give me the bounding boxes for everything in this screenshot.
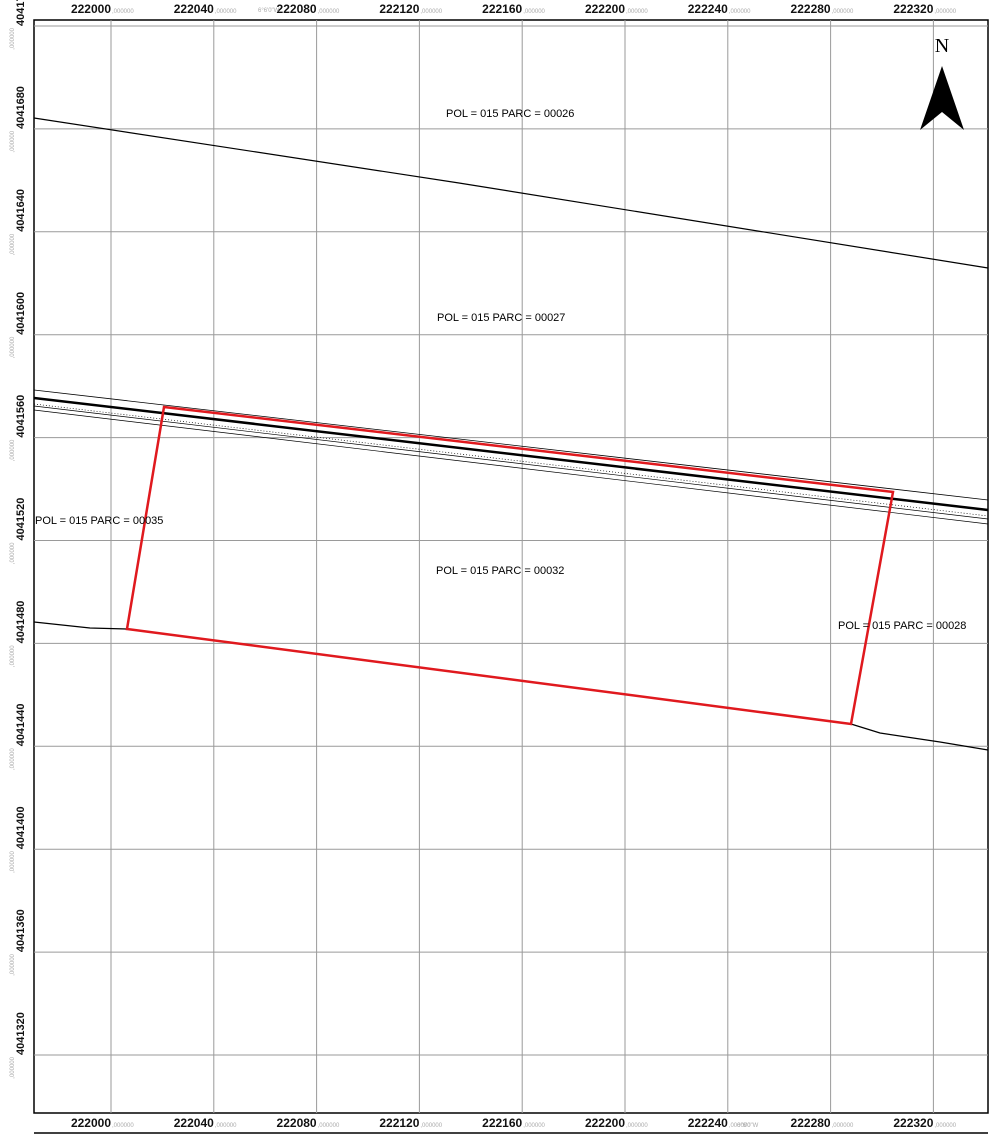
bottom-tick-decimals: ,000000	[112, 1123, 134, 1129]
bottom-tick-decimals: ,000000	[626, 1123, 648, 1129]
left-tick-group: 4041720,000000	[10, 0, 27, 50]
bottom-tick-label: 222200	[585, 1116, 625, 1130]
left-tick-label: 4041680	[15, 86, 27, 129]
top-tick-label: 222320	[893, 2, 933, 16]
left-tick-label: 4041560	[15, 395, 27, 438]
left-tick-label: 4041400	[15, 806, 27, 849]
bottom-tick-label: 222160	[482, 1116, 522, 1130]
left-tick-group: 4041600,000000	[10, 292, 27, 359]
bottom-tick-label: 222280	[791, 1116, 831, 1130]
left-tick-label: 4041480	[15, 601, 27, 644]
coordinate-grid	[34, 20, 988, 1113]
left-tick-decimals: ,000000	[10, 953, 16, 975]
top-tick-decimals: ,000000	[523, 9, 545, 15]
boundary-parcel-35-south	[33, 621, 128, 630]
bottom-tick-decimals: ,000000	[420, 1123, 442, 1129]
bottom-axis-labels: 222000,000000 222040,000000 222080,000000 2…	[71, 1116, 957, 1130]
left-tick-group: 4041360,000000	[10, 909, 27, 976]
left-tick-decimals: ,000000	[10, 27, 16, 49]
left-tick-decimals: ,000000	[10, 439, 16, 461]
bottom-tick-label: 222120	[379, 1116, 419, 1130]
top-tick-label: 222000	[71, 2, 111, 16]
highlighted-parcel-outline[interactable]	[125, 405, 895, 726]
bottom-tick-decimals: ,000000	[318, 1123, 340, 1129]
left-tick-label: 4041640	[15, 189, 27, 232]
left-tick-decimals: ,000000	[10, 645, 16, 667]
bottom-tick-decimals: ,000000	[215, 1123, 237, 1129]
top-tick-label: 222280	[791, 2, 831, 16]
parcel-label-00027: POL = 015 PARC = 00027	[437, 312, 565, 324]
left-axis-labels: 4041720,0000004041680,0000004041640,0000…	[10, 0, 27, 1079]
top-tick-label: 222160	[482, 2, 522, 16]
boundary-parcel-28-south	[850, 723, 989, 751]
top-degree-label: 6°6'0"W	[258, 8, 280, 14]
left-tick-decimals: ,000000	[10, 1056, 16, 1078]
left-tick-label: 4041360	[15, 909, 27, 952]
left-tick-decimals: ,000000	[10, 336, 16, 358]
bottom-tick-label: 222080	[277, 1116, 317, 1130]
left-tick-decimals: ,000000	[10, 233, 16, 255]
left-tick-label: 4041520	[15, 498, 27, 541]
parcel-boundaries	[33, 117, 989, 751]
left-tick-label: 4041600	[15, 292, 27, 335]
north-letter: N	[935, 35, 949, 57]
bottom-tick-label: 222000	[71, 1116, 111, 1130]
parcel-label-00028: POL = 015 PARC = 00028	[838, 620, 966, 632]
top-tick-label: 222080	[277, 2, 317, 16]
top-tick-decimals: ,000000	[215, 9, 237, 15]
top-tick-decimals: ,000000	[626, 9, 648, 15]
road-edge-south-2	[33, 409, 989, 525]
top-tick-decimals: ,000000	[112, 9, 134, 15]
bottom-tick-decimals: ,000000	[832, 1123, 854, 1129]
bottom-degree-label: 6°6'0"W	[737, 1123, 759, 1129]
top-tick-decimals: ,000000	[832, 9, 854, 15]
bottom-tick-decimals: ,000000	[934, 1123, 956, 1129]
road-edge-north	[33, 389, 989, 501]
parcel-label-00035: POL = 015 PARC = 00035	[35, 515, 163, 527]
left-tick-group: 4041320,000000	[10, 1012, 27, 1079]
left-tick-label: 4041440	[15, 703, 27, 746]
left-tick-group: 4041400 ,000000	[10, 806, 27, 873]
north-arrow: N	[920, 35, 964, 130]
bottom-tick-label: 222040	[174, 1116, 214, 1130]
left-tick-decimals: ,000000	[10, 542, 16, 564]
left-tick-group: 4041520,000000	[10, 498, 27, 565]
top-axis-labels: 222000,000000 222040,000000 222080,000000 2…	[71, 2, 957, 16]
top-tick-decimals: ,000000	[420, 9, 442, 15]
top-tick-label: 222040	[174, 2, 214, 16]
map-frame	[33, 19, 989, 1114]
road-edge-south-1	[33, 405, 989, 520]
road-dotted-line	[33, 403, 989, 517]
top-tick-decimals: ,000000	[729, 9, 751, 15]
left-tick-decimals: ,000000	[10, 851, 16, 873]
left-tick-group: 4041440 ,000000	[10, 703, 27, 770]
left-tick-group: 4041640,000000	[10, 189, 27, 256]
parcel-label-00026: POL = 015 PARC = 00026	[446, 108, 574, 120]
left-tick-decimals: ,000000	[10, 748, 16, 770]
parcel-label-00032: POL = 015 PARC = 00032	[436, 565, 564, 577]
bottom-tick-decimals: ,000000	[523, 1123, 545, 1129]
bottom-tick-label: 222240	[688, 1116, 728, 1130]
top-tick-decimals: ,000000	[934, 9, 956, 15]
top-tick-decimals: ,000000	[318, 9, 340, 15]
left-tick-group: 4041480,000000	[10, 601, 27, 668]
top-tick-label: 222240	[688, 2, 728, 16]
left-tick-group: 4041560,000000	[10, 395, 27, 462]
road-centerline	[33, 396, 989, 512]
top-tick-label: 222120	[379, 2, 419, 16]
north-arrow-icon-right	[942, 66, 964, 130]
left-tick-group: 4041680,000000	[10, 86, 27, 153]
left-tick-decimals: ,000000	[10, 130, 16, 152]
boundary-parcel-26-27	[33, 117, 989, 269]
bottom-tick-label: 222320	[893, 1116, 933, 1130]
north-arrow-icon-left	[920, 66, 942, 130]
left-tick-label: 4041320	[15, 1012, 27, 1055]
top-tick-label: 222200	[585, 2, 625, 16]
left-tick-label: 4041720	[15, 0, 27, 26]
bottom-tick-decimals: ,000000	[729, 1123, 751, 1129]
